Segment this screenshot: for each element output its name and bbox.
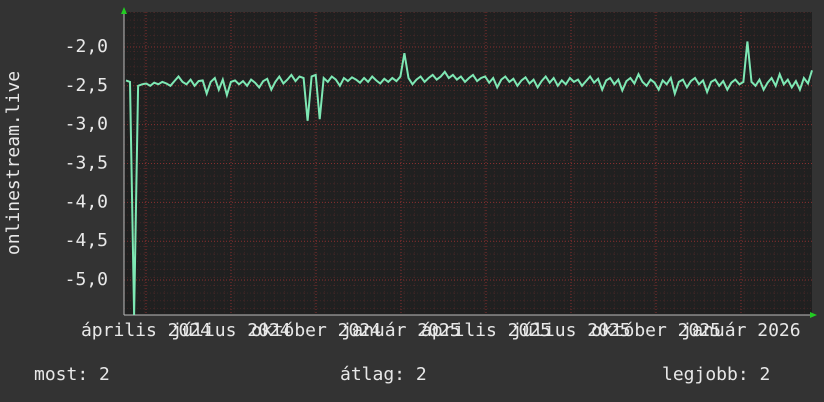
stat-value: 2 <box>416 364 427 385</box>
stat: legjobb: 2 <box>662 364 770 385</box>
y-tick-label: -4,5 <box>65 230 108 251</box>
x-tick-label: október 2025 <box>591 320 721 341</box>
x-tick-label: október 2024 <box>251 320 381 341</box>
stat-value: 2 <box>99 364 110 385</box>
x-tick-label: július 2025 <box>511 320 630 341</box>
axis-arrow <box>121 7 127 14</box>
data-line <box>125 41 813 316</box>
stat-label: most: <box>34 364 88 385</box>
layer <box>124 12 812 315</box>
y-tick-label: -3,5 <box>65 153 108 174</box>
x-tick-label: április 2024 <box>81 320 211 341</box>
stat: átlag: 2 <box>340 364 427 385</box>
y-tick-label: -2,5 <box>65 75 108 96</box>
axis-arrow <box>810 312 817 318</box>
stat-value: 2 <box>760 364 771 385</box>
y-tick-label: -5,0 <box>65 269 108 290</box>
x-tick-label: április 2025 <box>421 320 551 341</box>
stat: most: 2 <box>34 364 110 385</box>
y-axis-label: onlinestream.live <box>3 71 24 255</box>
stat-label: legjobb: <box>662 364 749 385</box>
y-tick-label: -3,0 <box>65 114 108 135</box>
stat-label: átlag: <box>340 364 405 385</box>
x-tick-label: július 2024 <box>171 320 290 341</box>
minor-grid <box>124 12 812 315</box>
x-tick-label: január 2025 <box>341 320 460 341</box>
y-tick-label: -4,0 <box>65 191 108 212</box>
y-tick-label: -2,0 <box>65 36 108 57</box>
x-tick-label: január 2026 <box>681 320 800 341</box>
